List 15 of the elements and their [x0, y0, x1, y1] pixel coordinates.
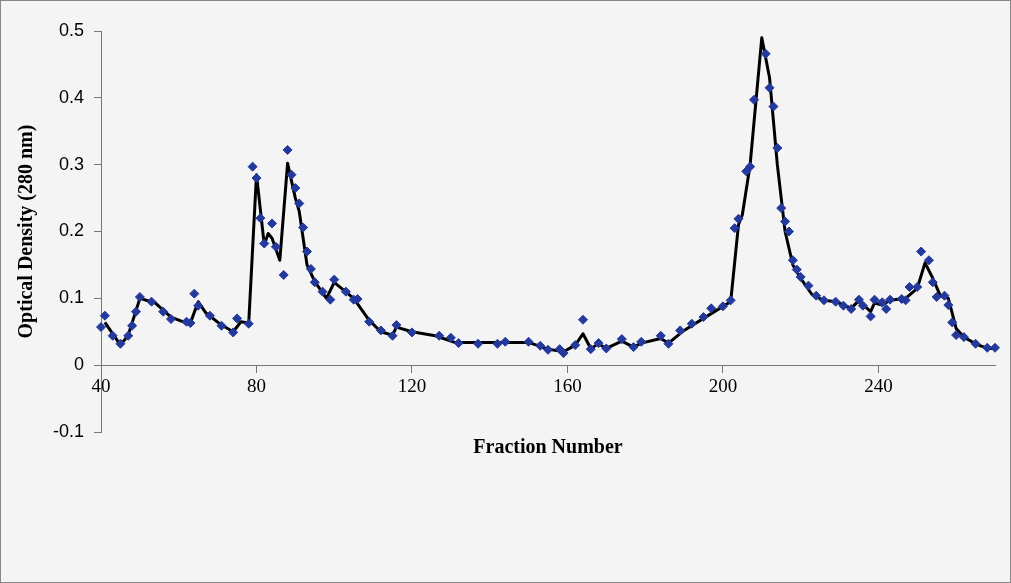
- x-axis-title: Fraction Number: [473, 435, 623, 458]
- y-tick-label: -0.1: [52, 420, 85, 441]
- x-tick-label: 160: [553, 374, 582, 396]
- y-tick-label: 0.1: [58, 287, 85, 308]
- x-tick-label: 40: [91, 374, 111, 396]
- y-tick-label: 0: [74, 354, 85, 375]
- x-tick-label: 240: [864, 374, 893, 396]
- y-tick-label: 0.5: [58, 19, 85, 40]
- x-tick-label: 200: [708, 374, 738, 396]
- y-tick-label: 0.3: [58, 153, 85, 174]
- x-tick-label: 80: [246, 374, 266, 396]
- y-tick-label: 0.4: [58, 86, 85, 107]
- y-axis-title: Optical Density (280 nm): [14, 124, 38, 339]
- y-tick-label: 0.2: [58, 220, 85, 241]
- x-tick-label: 120: [397, 374, 427, 396]
